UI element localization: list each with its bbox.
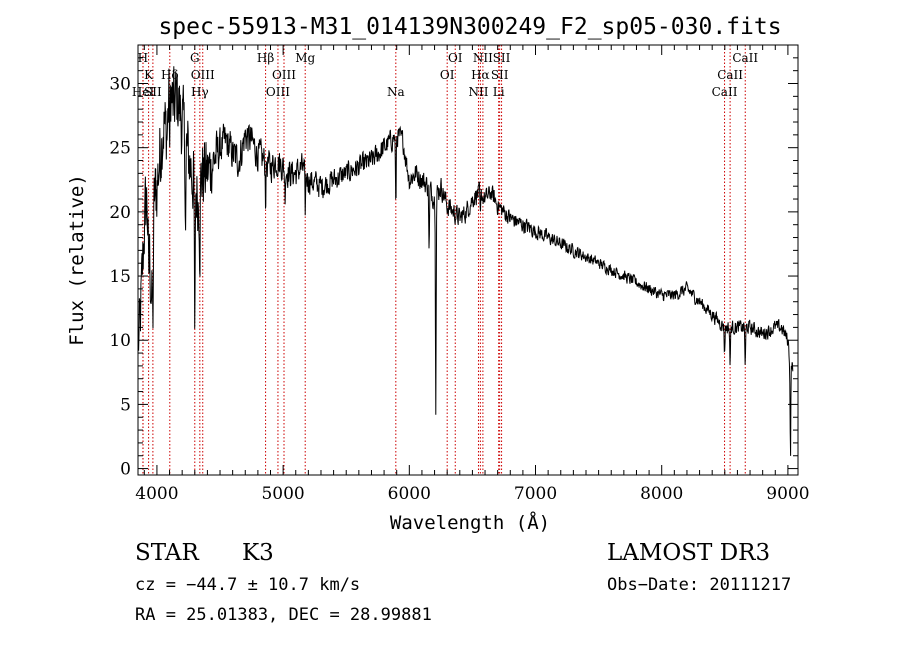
spectral-line-label: Li	[493, 85, 505, 99]
spectral-line-label: OIII	[272, 68, 296, 82]
spectral-line-label: G	[190, 51, 200, 65]
spectral-line-markers	[142, 45, 746, 475]
x-tick-label: 5000	[261, 484, 304, 504]
y-tick-label: 5	[120, 395, 131, 415]
spectral-line-label: CaII	[732, 51, 758, 65]
coordinates: RA = 25.01383, DEC = 28.99881	[135, 605, 432, 625]
y-tick-label: 15	[109, 267, 131, 287]
spectral-line-label: OIII	[191, 68, 215, 82]
chart-title: spec-55913-M31_014139N300249_F2_sp05-030…	[158, 14, 781, 40]
survey-name: LAMOST DR3	[607, 540, 770, 566]
spectral-line-label: OI	[448, 51, 463, 65]
x-axis-label: Wavelength (Å)	[390, 511, 550, 534]
spectral-line-label: OIII	[266, 85, 290, 99]
x-tick-label: 8000	[640, 484, 683, 504]
object-class: STAR	[135, 540, 199, 566]
plot-frame	[137, 44, 799, 476]
spectral-line-label: K	[144, 68, 154, 82]
spectrum-series-line	[137, 66, 794, 456]
y-tick-label: 0	[120, 460, 131, 480]
observation-date: Obs−Date: 20111217	[607, 575, 791, 595]
spectral-line-label: SII	[144, 85, 162, 99]
y-tick-label: 10	[109, 331, 131, 351]
y-tick-label: 25	[109, 139, 131, 159]
spectral-line-label: Hβ	[257, 51, 274, 65]
x-tick-label: 6000	[388, 484, 431, 504]
spectral-line-label: SII	[491, 68, 509, 82]
object-subclass: K3	[242, 540, 274, 566]
axis-tick-labels: 4000 5000 6000 7000 8000 9000 0 5 10 15 20 25 30	[109, 75, 809, 504]
spectral-line-label: CaII	[717, 68, 743, 82]
x-tick-label: 9000	[766, 484, 809, 504]
spectral-line-label: CaII	[712, 85, 738, 99]
spectral-line-label: Na	[387, 85, 405, 99]
spectral-line-label: Hγ	[191, 85, 209, 99]
y-tick-label: 30	[109, 75, 131, 95]
y-axis-label: Flux (relative)	[66, 174, 88, 346]
y-tick-label: 20	[109, 203, 131, 223]
spectral-line-labels: HKHeISIIHδGOIIIHγHβOIIIOIIIMgNaOIOINIIHα…	[132, 51, 759, 99]
axis-ticks	[138, 45, 798, 475]
spectral-line-label: Hα	[471, 68, 490, 82]
x-tick-label: 7000	[514, 484, 557, 504]
spectral-line-label: NII	[473, 51, 493, 65]
x-tick-label: 4000	[135, 484, 178, 504]
spectral-line-label: OI	[440, 68, 455, 82]
spectral-line-label: NII	[468, 85, 488, 99]
spectral-line-label: Mg	[295, 51, 315, 65]
spectral-line-label: SII	[493, 51, 511, 65]
redshift-cz: cz = −44.7 ± 10.7 km/s	[135, 575, 360, 595]
